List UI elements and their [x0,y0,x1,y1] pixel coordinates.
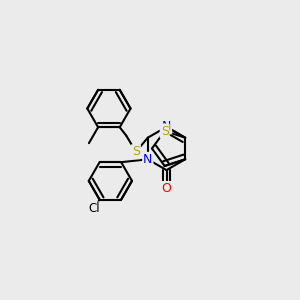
Text: O: O [162,182,171,195]
Text: S: S [161,124,169,137]
Text: Cl: Cl [88,202,100,215]
Text: S: S [132,145,140,158]
Text: N: N [143,153,152,166]
Text: N: N [162,120,171,134]
